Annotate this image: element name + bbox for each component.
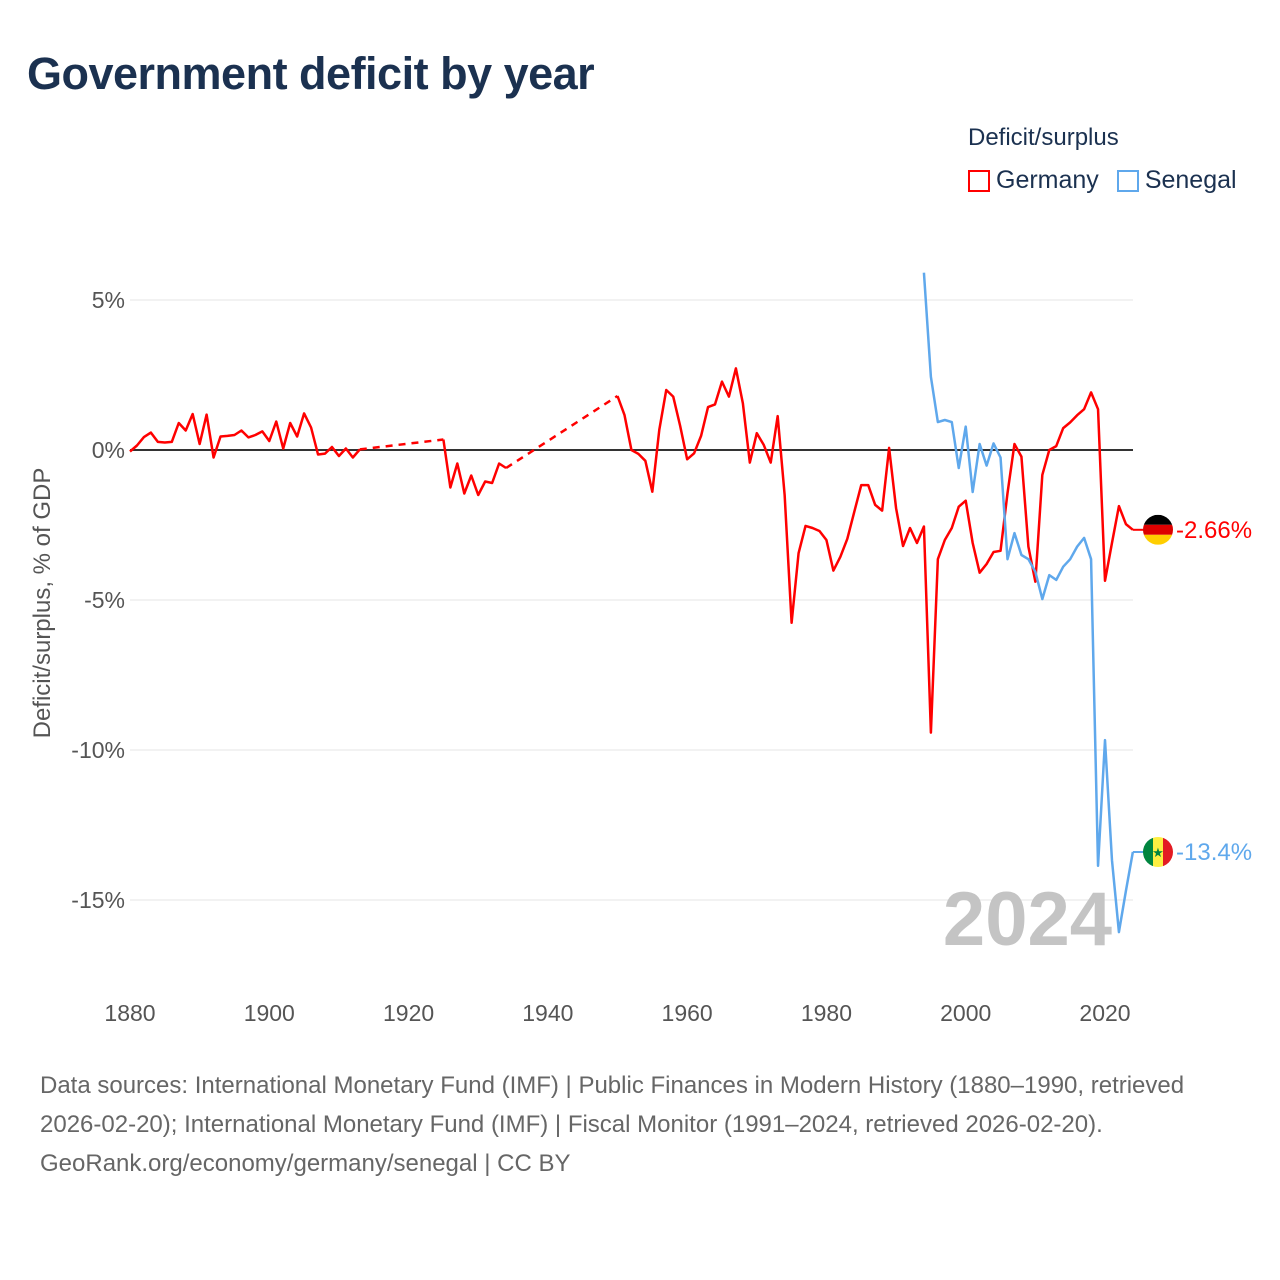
flag-star-icon: ★ bbox=[1152, 846, 1164, 861]
series-lines bbox=[129, 272, 1135, 934]
grid: 5% 0% -5% -10% -15% 1880 1900 1920 1940 1960 1980 2… bbox=[71, 287, 1133, 1026]
senegal-flag-icon: ★ bbox=[1143, 837, 1173, 867]
legend-label-senegal: Senegal bbox=[1144, 166, 1237, 194]
flag-stripe bbox=[1143, 514, 1173, 525]
x-tick-label: 1980 bbox=[801, 1000, 852, 1026]
series-gap-germany bbox=[359, 438, 444, 451]
end-markers: -2.66% ★ -13.4% bbox=[1132, 514, 1252, 867]
y-tick-label: -15% bbox=[71, 887, 125, 913]
page-title: Government deficit by year bbox=[27, 48, 595, 99]
flag-stripe bbox=[1153, 837, 1163, 867]
flag-stripe bbox=[1143, 837, 1153, 867]
germany-flag-icon bbox=[1143, 514, 1173, 545]
y-tick-label: 5% bbox=[92, 287, 125, 313]
data-sources: Data sources: International Monetary Fun… bbox=[40, 1072, 1185, 1138]
series-line-germany bbox=[442, 439, 507, 497]
end-value-label-germany: -2.66% bbox=[1176, 517, 1252, 544]
legend-title: Deficit/surplus bbox=[968, 124, 1119, 151]
legend-item-germany[interactable]: Germany bbox=[968, 166, 1099, 195]
legend-swatch-germany bbox=[968, 169, 990, 192]
series-line-senegal bbox=[922, 272, 1135, 934]
x-tick-label: 1900 bbox=[244, 1000, 295, 1026]
flag-stripe bbox=[1143, 524, 1173, 535]
x-tick-label: 2020 bbox=[1079, 1000, 1130, 1026]
y-tick-label: -5% bbox=[84, 587, 125, 613]
legend-swatch-senegal bbox=[1116, 169, 1139, 192]
legend-item-senegal[interactable]: Senegal bbox=[1116, 166, 1237, 195]
x-tick-label: 1960 bbox=[662, 1000, 713, 1026]
x-tick-label: 1940 bbox=[522, 1000, 573, 1026]
series-line-germany bbox=[129, 412, 361, 459]
x-tick-label: 2000 bbox=[940, 1000, 991, 1026]
legend-label-germany: Germany bbox=[996, 166, 1099, 194]
series-gap-germany bbox=[505, 394, 619, 470]
y-tick-label: -10% bbox=[71, 737, 125, 763]
y-tick-label: 0% bbox=[92, 437, 125, 463]
year-watermark: 2024 bbox=[943, 877, 1112, 962]
flag-stripe bbox=[1143, 534, 1173, 545]
x-tick-label: 1880 bbox=[104, 1000, 155, 1026]
x-tick-label: 1920 bbox=[383, 1000, 434, 1026]
flag-stripe bbox=[1163, 837, 1173, 867]
series-line-germany bbox=[616, 367, 1134, 734]
y-axis-label: Deficit/surplus, % of GDP bbox=[29, 468, 56, 739]
end-value-label-senegal: -13.4% bbox=[1176, 839, 1252, 866]
legend: Germany Senegal bbox=[968, 166, 1237, 195]
footer: Data sources: International Monetary Fun… bbox=[40, 1066, 1250, 1183]
source-link[interactable]: GeoRank.org/economy/germany/senegal | CC… bbox=[40, 1150, 571, 1177]
